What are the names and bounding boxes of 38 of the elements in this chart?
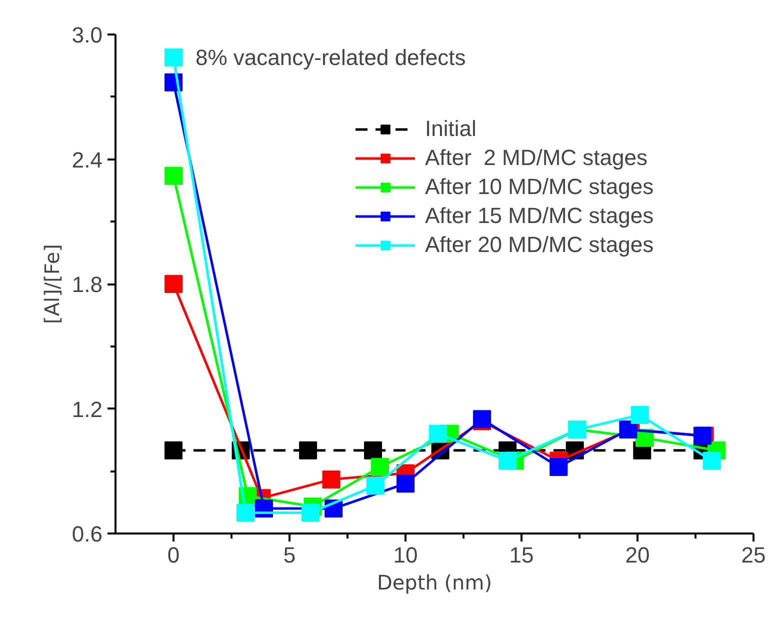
point — [164, 275, 182, 293]
point — [299, 441, 318, 460]
legend-label: Initial — [425, 116, 476, 142]
point — [301, 504, 320, 522]
x-tick-label: 20 — [625, 542, 650, 568]
x-tick-label: 0 — [167, 542, 180, 568]
point — [702, 452, 721, 470]
point — [428, 424, 447, 443]
point — [164, 166, 182, 185]
point — [164, 441, 182, 460]
y-tick-label: 0.6 — [72, 522, 103, 546]
point — [396, 474, 414, 493]
y-tick-label: 1.8 — [72, 272, 103, 297]
legend-label: After 15 MD/MC stages — [425, 203, 654, 229]
point — [619, 420, 638, 439]
point — [630, 406, 649, 424]
x-axis-title: Depth (nm) — [376, 570, 492, 594]
y-axis-title: [Al]/[Fe] — [40, 244, 64, 324]
point — [322, 470, 340, 488]
point — [366, 476, 384, 495]
x-tick-label: 15 — [509, 542, 534, 568]
point — [364, 441, 382, 460]
y-tick-label: 2.4 — [72, 147, 103, 172]
point — [164, 48, 182, 66]
point — [370, 458, 389, 476]
legend-label: After 20 MD/MC stages — [425, 232, 654, 258]
x-tick-label: 5 — [283, 542, 296, 568]
legend-label: After 10 MD/MC stages — [425, 174, 654, 200]
point — [550, 458, 568, 476]
x-tick-label: 10 — [393, 542, 418, 568]
x-tick-label: 25 — [741, 542, 766, 568]
legend-label: After 2 MD/MC stages — [425, 145, 648, 171]
point — [693, 426, 712, 445]
y-tick-label: 1.2 — [72, 396, 103, 422]
point — [236, 504, 254, 522]
point — [498, 452, 517, 470]
annotation: 8% vacancy-related defects — [196, 45, 466, 70]
y-tick-label: 3.0 — [72, 22, 103, 48]
